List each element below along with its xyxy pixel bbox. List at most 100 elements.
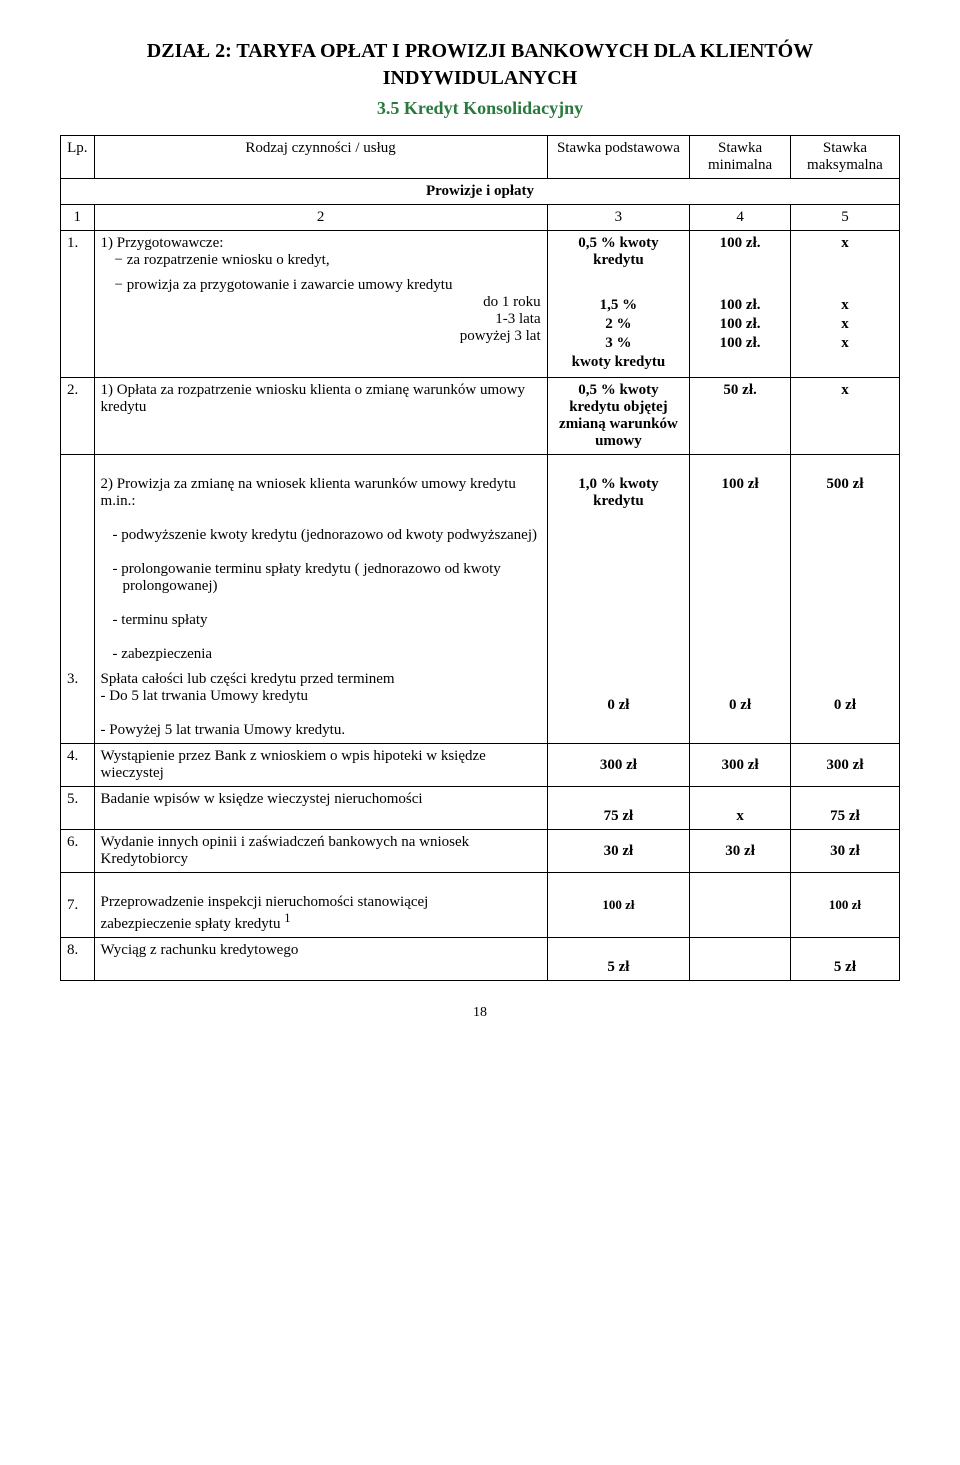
- row1-c3b: 1,5 % 2 % 3 % kwoty kredytu: [547, 273, 690, 378]
- row2-c4: 50 zł.: [690, 378, 791, 455]
- row4-c4: 300 zł: [690, 744, 791, 787]
- tariff-table: Lp. Rodzaj czynności / usług Stawka pods…: [60, 135, 900, 981]
- row8-c4: [690, 938, 791, 981]
- row5-c4: x: [690, 787, 791, 830]
- row2-desc: 1) Opłata za rozpatrzenie wniosku klient…: [94, 378, 547, 455]
- row3-c3-2: 0 zł: [547, 667, 690, 744]
- table-row: 1. 1) Przygotowawcze: − za rozpatrzenie …: [61, 231, 900, 274]
- row1-lp-b: [61, 273, 95, 378]
- row1-c3b2: 2 %: [554, 316, 684, 333]
- nh-4: 4: [690, 205, 791, 231]
- row1-c3a: 0,5 % kwoty kredytu: [547, 231, 690, 274]
- row1-line-b: − za rozpatrzenie wniosku o kredyt,: [101, 252, 541, 269]
- numeric-header-row: 1 2 3 4 5: [61, 205, 900, 231]
- row4-desc: Wystąpienie przez Bank z wnioskiem o wpi…: [94, 744, 547, 787]
- row7-desc: Przeprowadzenie inspekcji nieruchomości …: [94, 873, 547, 938]
- row6-lp: 6.: [61, 830, 95, 873]
- table-row: 2. 1) Opłata za rozpatrzenie wniosku kli…: [61, 378, 900, 455]
- row3-part1-cell: 2) Prowizja za zmianę na wniosek klienta…: [94, 455, 547, 668]
- row1-c4b1: 100 zł.: [696, 297, 784, 314]
- row1-c5b1: x: [797, 297, 893, 314]
- row1-c4b: 100 zł. 100 zł. 100 zł.: [690, 273, 791, 378]
- row3-c3-1v: 1,0 % kwoty kredytu: [578, 476, 658, 509]
- row6-desc: Wydanie innych opinii i zaświadczeń bank…: [94, 830, 547, 873]
- row3-c3-1: 1,0 % kwoty kredytu: [547, 455, 690, 668]
- row1-opt1: do 1 roku: [101, 294, 541, 311]
- th-col4: Stawka minimalna: [690, 136, 791, 179]
- table-row: − prowizja za przygotowanie i zawarcie u…: [61, 273, 900, 378]
- row3-part2a: Spłata całości lub części kredytu przed …: [101, 671, 541, 688]
- nh-3: 3: [547, 205, 690, 231]
- row8-lp: 8.: [61, 938, 95, 981]
- th-lp: Lp.: [61, 136, 95, 179]
- row3-c4-1v: 100 zł: [722, 476, 759, 492]
- row2-lp: 2.: [61, 378, 95, 455]
- nh-2: 2: [94, 205, 547, 231]
- row3-d1: - podwyższenie kwoty kredytu (jednorazow…: [101, 527, 541, 544]
- page-number: 18: [60, 1005, 900, 1021]
- row4-lp: 4.: [61, 744, 95, 787]
- page-title-line1: DZIAŁ 2: TARYFA OPŁAT I PROWIZJI BANKOWY…: [60, 40, 900, 63]
- table-row: 5. Badanie wpisów w księdze wieczystej n…: [61, 787, 900, 830]
- row1-opt3: powyżej 3 lat: [101, 328, 541, 345]
- row3-c5-2: 0 zł: [790, 667, 899, 744]
- table-row: 7. Przeprowadzenie inspekcji nieruchomoś…: [61, 873, 900, 938]
- row8-desc: Wyciąg z rachunku kredytowego: [94, 938, 547, 981]
- row1-c5b2: x: [797, 316, 893, 333]
- section-row: Prowizje i opłaty: [61, 179, 900, 205]
- row3-part2b: - Do 5 lat trwania Umowy kredytu: [101, 688, 541, 705]
- row1-c3b1: 1,5 %: [554, 297, 684, 314]
- page-subtitle: 3.5 Kredyt Konsolidacyjny: [60, 98, 900, 119]
- row1-opt2: 1-3 lata: [101, 311, 541, 328]
- row7-sup: 1: [284, 911, 290, 925]
- row1-c5b3: x: [797, 335, 893, 352]
- row6-c3: 30 zł: [547, 830, 690, 873]
- row1-c5a: x: [790, 231, 899, 274]
- row8-desc-text: Wyciąg z rachunku kredytowego: [101, 942, 299, 958]
- row2-c3: 0,5 % kwoty kredytu objętej zmianą warun…: [547, 378, 690, 455]
- row1-line-c: − prowizja za przygotowanie i zawarcie u…: [101, 277, 541, 294]
- th-col5: Stawka maksymalna: [790, 136, 899, 179]
- th-col3: Stawka podstawowa: [547, 136, 690, 179]
- row6-c4: 30 zł: [690, 830, 791, 873]
- row4-c3: 300 zł: [547, 744, 690, 787]
- row8-c3: 5 zł: [547, 938, 690, 981]
- row7-c5: 100 zł: [790, 873, 899, 938]
- row5-desc-text: Badanie wpisów w księdze wieczystej nier…: [101, 791, 423, 807]
- row3-c4-1: 100 zł: [690, 455, 791, 668]
- row2-c5: x: [790, 378, 899, 455]
- nh-5: 5: [790, 205, 899, 231]
- row3-part2-cell: Spłata całości lub części kredytu przed …: [94, 667, 547, 744]
- row1-lp: 1.: [61, 231, 95, 274]
- row7-c4: [690, 873, 791, 938]
- table-row: 4. Wystąpienie przez Bank z wnioskiem o …: [61, 744, 900, 787]
- row6-c5: 30 zł: [790, 830, 899, 873]
- row1-desc-a: 1) Przygotowawcze: − za rozpatrzenie wni…: [94, 231, 547, 274]
- row7-desc-a: Przeprowadzenie inspekcji nieruchomości …: [101, 894, 429, 910]
- row3-c5-1: 500 zł: [790, 455, 899, 668]
- row4-c5: 300 zł: [790, 744, 899, 787]
- row3-lp: 3.: [61, 667, 95, 744]
- row1-desc-b: − prowizja za przygotowanie i zawarcie u…: [94, 273, 547, 378]
- table-row: 8. Wyciąg z rachunku kredytowego 5 zł 5 …: [61, 938, 900, 981]
- row3-c5-1v: 500 zł: [826, 476, 863, 492]
- table-row: 3. Spłata całości lub części kredytu prz…: [61, 667, 900, 744]
- row7-desc-b: zabezpieczenie spłaty kredytu: [101, 916, 285, 932]
- row3-d3: - terminu spłaty: [101, 612, 541, 629]
- row7-lp: 7.: [61, 873, 95, 938]
- row3-part2c: - Powyżej 5 lat trwania Umowy kredytu.: [101, 722, 541, 739]
- row7-c3: 100 zł: [547, 873, 690, 938]
- row5-lp: 5.: [61, 787, 95, 830]
- row5-c5: 75 zł: [790, 787, 899, 830]
- table-row: 2) Prowizja za zmianę na wniosek klienta…: [61, 455, 900, 668]
- row1-c4b2: 100 zł.: [696, 316, 784, 333]
- th-desc: Rodzaj czynności / usług: [94, 136, 547, 179]
- row3-lp-empty: [61, 455, 95, 668]
- row3-d4: - zabezpieczenia: [101, 646, 541, 663]
- page-title-line2: INDYWIDULANYCH: [60, 67, 900, 90]
- row3-d2: - prolongowanie terminu spłaty kredytu (…: [101, 561, 541, 595]
- row5-c3: 75 zł: [547, 787, 690, 830]
- row1-c4a: 100 zł.: [690, 231, 791, 274]
- nh-1: 1: [61, 205, 95, 231]
- row8-c5: 5 zł: [790, 938, 899, 981]
